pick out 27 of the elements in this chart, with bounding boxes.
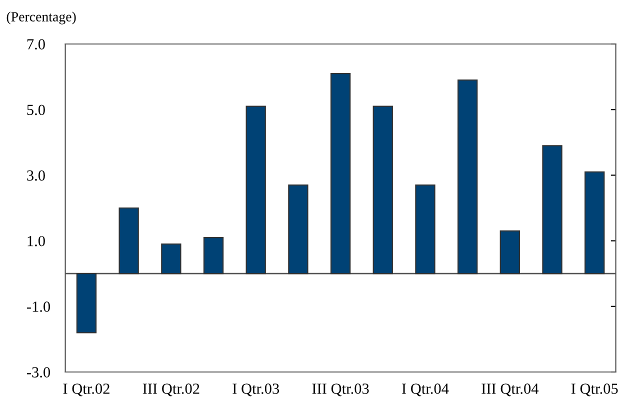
bar — [118, 207, 139, 274]
x-tick-label: III Qtr.03 — [312, 384, 369, 396]
bar — [288, 184, 308, 274]
bar — [584, 171, 605, 274]
y-tick-label: -1.0 — [26, 302, 50, 312]
y-tick-label: 1.0 — [28, 236, 45, 246]
y-tick-label: 7.0 — [27, 39, 45, 50]
bar — [415, 184, 436, 274]
bar — [372, 106, 393, 274]
bar — [246, 106, 266, 274]
bar — [76, 273, 97, 334]
bar — [542, 145, 562, 274]
y-axis-title: (Percentage) — [6, 12, 76, 24]
y-tick-label: -3.0 — [26, 367, 50, 378]
y-tick-label: 3.0 — [27, 170, 45, 181]
x-tick-label: I Qtr.03 — [232, 384, 280, 396]
bar — [457, 80, 478, 274]
bar — [500, 230, 520, 274]
bar — [330, 72, 351, 274]
x-tick-label: I Qtr.05 — [571, 384, 618, 396]
y-tick-label: 5.0 — [27, 104, 45, 116]
x-tick-label: I Qtr.02 — [63, 384, 110, 396]
x-tick-label: III Qtr.02 — [142, 384, 200, 396]
x-tick-label: I Qtr.04 — [402, 384, 449, 396]
bar — [203, 236, 224, 274]
bar — [161, 244, 182, 274]
x-tick-label: III Qtr.04 — [482, 384, 539, 396]
